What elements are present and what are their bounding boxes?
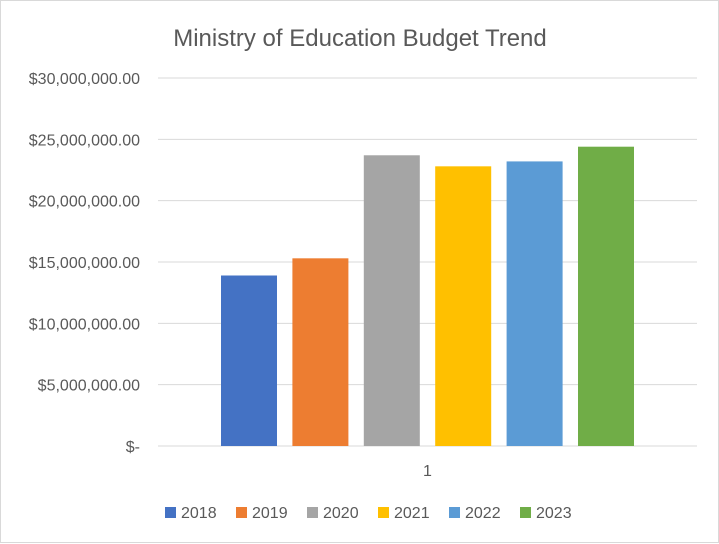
legend-label-2018: 2018: [181, 505, 217, 522]
legend-label-2019: 2019: [252, 505, 288, 522]
bar-2019: [292, 258, 349, 446]
legend-label-2023: 2023: [536, 505, 572, 522]
bar-2023: [578, 146, 634, 446]
y-tick-label: $25,000,000.00: [29, 132, 140, 149]
y-tick-label: $15,000,000.00: [29, 255, 140, 272]
bars: [221, 146, 634, 446]
y-tick-label: $-: [126, 439, 140, 456]
y-tick-label: $5,000,000.00: [38, 378, 140, 395]
legend-swatch-2021: [378, 507, 389, 518]
x-axis-labels: 1: [423, 463, 432, 480]
legend-swatch-2019: [236, 507, 247, 518]
y-tick-label: $30,000,000.00: [29, 71, 140, 88]
legend-label-2020: 2020: [323, 505, 359, 522]
bar-2022: [506, 161, 563, 446]
y-axis-labels: $- $5,000,000.00 $10,000,000.00 $15,000,000…: [29, 71, 140, 456]
y-tick-label: $20,000,000.00: [29, 194, 140, 211]
bar-2021: [435, 166, 492, 446]
bar-2020: [363, 155, 420, 446]
legend-label-2022: 2022: [465, 505, 501, 522]
legend-swatch-2020: [307, 507, 318, 518]
legend: 2018 2019 2020 2021 2022 2023: [165, 505, 572, 522]
x-tick-label: 1: [423, 463, 432, 480]
bar-2018: [221, 275, 277, 446]
legend-swatch-2018: [165, 507, 176, 518]
legend-swatch-2023: [520, 507, 531, 518]
y-tick-label: $10,000,000.00: [29, 316, 140, 333]
chart-title: Ministry of Education Budget Trend: [173, 25, 547, 52]
legend-label-2021: 2021: [394, 505, 430, 522]
legend-swatch-2022: [449, 507, 460, 518]
